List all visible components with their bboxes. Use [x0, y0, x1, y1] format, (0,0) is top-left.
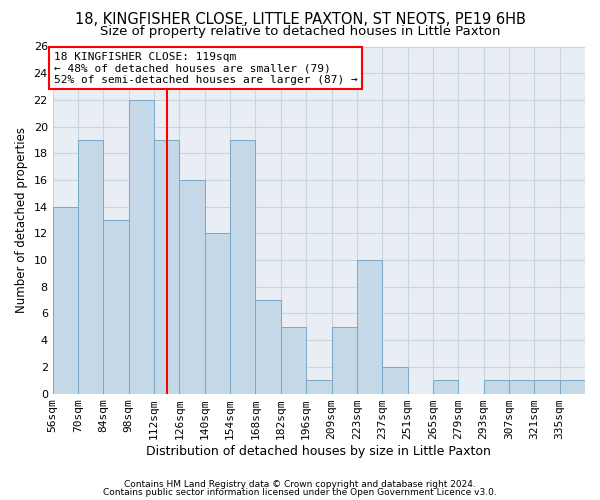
Text: 18 KINGFISHER CLOSE: 119sqm
← 48% of detached houses are smaller (79)
52% of sem: 18 KINGFISHER CLOSE: 119sqm ← 48% of det…	[53, 52, 358, 85]
Text: 18, KINGFISHER CLOSE, LITTLE PAXTON, ST NEOTS, PE19 6HB: 18, KINGFISHER CLOSE, LITTLE PAXTON, ST …	[74, 12, 526, 28]
Bar	[332, 327, 357, 394]
Bar	[382, 367, 407, 394]
X-axis label: Distribution of detached houses by size in Little Paxton: Distribution of detached houses by size …	[146, 444, 491, 458]
Bar	[154, 140, 179, 394]
Bar	[535, 380, 560, 394]
Text: Contains HM Land Registry data © Crown copyright and database right 2024.: Contains HM Land Registry data © Crown c…	[124, 480, 476, 489]
Bar	[78, 140, 103, 394]
Bar	[306, 380, 332, 394]
Bar	[205, 234, 230, 394]
Text: Contains public sector information licensed under the Open Government Licence v3: Contains public sector information licen…	[103, 488, 497, 497]
Bar	[179, 180, 205, 394]
Bar	[357, 260, 382, 394]
Y-axis label: Number of detached properties: Number of detached properties	[15, 127, 28, 313]
Bar	[230, 140, 256, 394]
Bar	[53, 206, 78, 394]
Bar	[103, 220, 129, 394]
Bar	[256, 300, 281, 394]
Bar	[281, 327, 306, 394]
Text: Size of property relative to detached houses in Little Paxton: Size of property relative to detached ho…	[100, 25, 500, 38]
Bar	[129, 100, 154, 394]
Bar	[433, 380, 458, 394]
Bar	[484, 380, 509, 394]
Bar	[509, 380, 535, 394]
Bar	[560, 380, 585, 394]
